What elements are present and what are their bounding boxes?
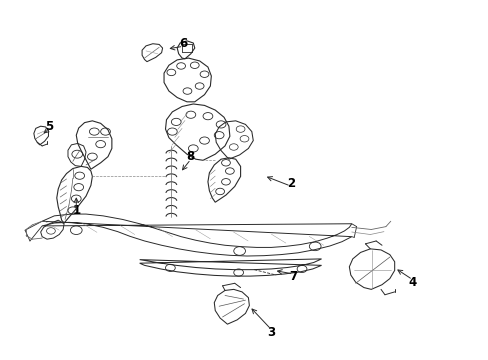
Text: 2: 2 [286, 177, 294, 190]
Text: 6: 6 [179, 37, 187, 50]
Text: 1: 1 [72, 204, 80, 217]
Text: 5: 5 [45, 120, 54, 133]
Text: 3: 3 [267, 326, 275, 339]
Text: 7: 7 [288, 270, 297, 283]
Text: 4: 4 [408, 276, 416, 289]
Text: 8: 8 [186, 150, 195, 163]
